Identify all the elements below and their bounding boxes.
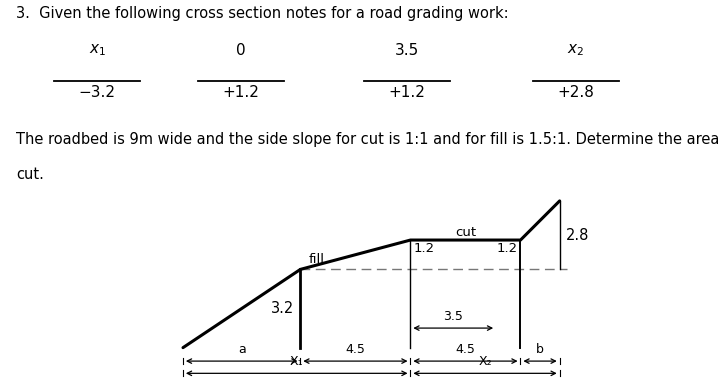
Text: cut: cut	[455, 225, 476, 239]
Text: b: b	[536, 343, 544, 356]
Text: 3.  Given the following cross section notes for a road grading work:: 3. Given the following cross section not…	[16, 6, 508, 21]
Text: +2.8: +2.8	[557, 85, 595, 100]
Text: 4.5: 4.5	[346, 343, 365, 356]
Text: a: a	[238, 343, 246, 356]
Text: 0: 0	[236, 43, 246, 58]
Text: 1.2: 1.2	[413, 242, 434, 255]
Text: 4.5: 4.5	[456, 343, 475, 356]
Text: $x_1$: $x_1$	[89, 43, 106, 58]
Text: X₁: X₁	[290, 355, 304, 368]
Text: +1.2: +1.2	[388, 85, 426, 100]
Text: $x_2$: $x_2$	[567, 43, 585, 58]
Text: 2.8: 2.8	[566, 228, 589, 242]
Text: 3.5: 3.5	[444, 310, 463, 323]
Text: +1.2: +1.2	[222, 85, 260, 100]
Text: X₂: X₂	[478, 355, 492, 368]
Text: 3.2: 3.2	[271, 301, 294, 316]
Text: The roadbed is 9m wide and the side slope for cut is 1:1 and for fill is 1.5:1. : The roadbed is 9m wide and the side slop…	[16, 132, 720, 147]
Text: fill: fill	[309, 253, 325, 266]
Text: 3.5: 3.5	[395, 43, 419, 58]
Text: −3.2: −3.2	[78, 85, 116, 100]
Text: cut.: cut.	[16, 167, 44, 182]
Text: 1.2: 1.2	[496, 242, 518, 255]
